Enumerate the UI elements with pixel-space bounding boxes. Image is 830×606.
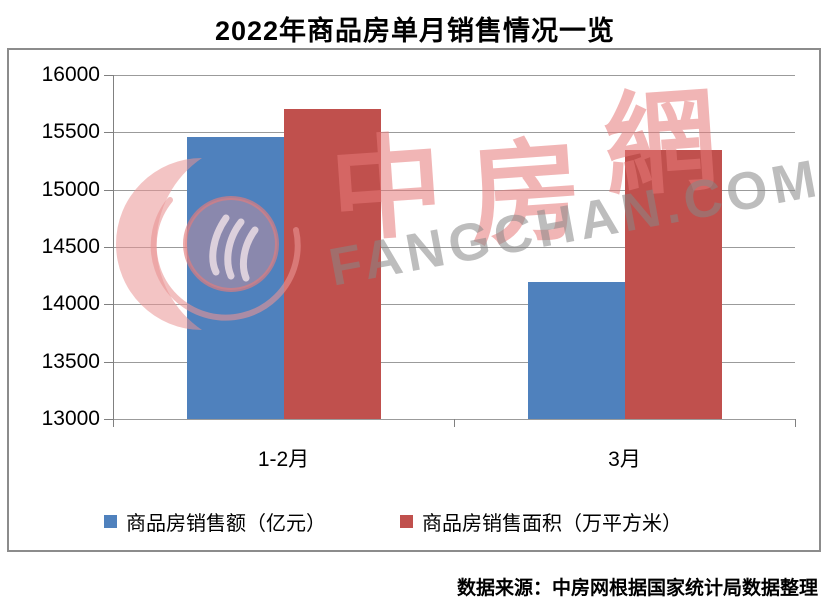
y-gridline [113, 304, 795, 306]
x-axis-label: 1-2月 [257, 448, 310, 471]
x-axis-tick [113, 419, 114, 427]
y-gridline [113, 361, 795, 363]
data-source-note: 数据来源：中房网根据国家统计局数据整理 [456, 578, 818, 599]
y-gridline [113, 189, 795, 191]
legend-label-sales-area: 商品房销售面积（万平方米） [422, 513, 682, 535]
y-gridline [113, 75, 795, 76]
bar-sales-amount-3月 [527, 281, 625, 419]
y-axis-tick [104, 189, 113, 191]
y-gridline [113, 132, 795, 134]
bar-sales-area-3月 [624, 150, 722, 419]
bar-sales-amount-1-2月 [186, 137, 284, 419]
y-axis-label: 15000 [41, 177, 100, 201]
y-axis-label: 14500 [41, 235, 100, 258]
x-axis-tick [454, 419, 455, 427]
y-axis-tick [104, 361, 113, 363]
x-axis-tick [795, 419, 796, 427]
y-axis-tick [104, 247, 113, 248]
y-axis-label: 13000 [41, 407, 100, 430]
y-gridline [113, 247, 795, 248]
y-axis-label: 14000 [41, 292, 100, 316]
y-axis-tick [104, 75, 113, 76]
legend-swatch-red [400, 515, 413, 528]
y-axis-label: 13500 [41, 349, 100, 373]
y-axis-label: 15500 [41, 120, 100, 144]
legend-swatch-blue [104, 515, 117, 528]
legend-item-sales-amount: 商品房销售额（亿元） [104, 507, 326, 536]
chart-title: 2022年商品房单月销售情况一览 [214, 16, 616, 46]
x-axis-label: 3月 [608, 448, 641, 471]
y-axis-tick [104, 132, 113, 134]
y-axis-label: 16000 [41, 63, 100, 86]
y-axis-line [113, 75, 114, 419]
y-axis-tick [104, 304, 113, 306]
legend-item-sales-area: 商品房销售面积（万平方米） [400, 507, 682, 536]
legend-label-sales-amount: 商品房销售额（亿元） [126, 513, 326, 535]
bar-sales-area-1-2月 [283, 109, 381, 419]
y-axis-tick [104, 419, 113, 420]
